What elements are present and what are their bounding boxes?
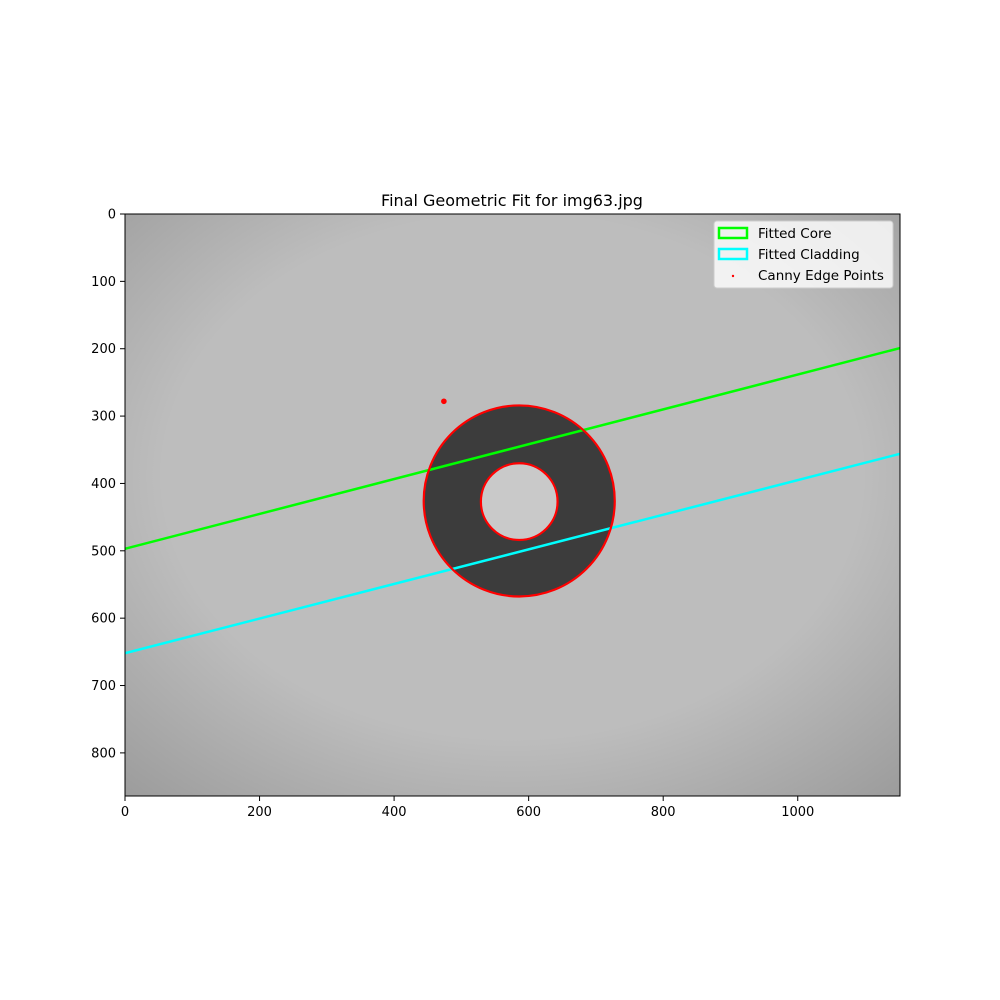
- y-tick-label: 400: [91, 477, 116, 492]
- legend-swatch: [731, 274, 735, 278]
- series-layer: [125, 346, 900, 655]
- y-axis: 0 100 200 300 400 500 600 700 800: [91, 208, 125, 761]
- x-tick-label: 1000: [781, 805, 814, 820]
- x-tick-label: 200: [247, 805, 272, 820]
- x-tick-label: 800: [651, 805, 676, 820]
- y-tick-label: 500: [91, 544, 116, 559]
- x-tick-label: 600: [516, 805, 541, 820]
- x-tick-label: 400: [382, 805, 407, 820]
- plot-area: [125, 214, 900, 796]
- x-axis: 0 200 400 600 800 1000: [121, 796, 814, 820]
- edge-ring-1: [479, 462, 559, 542]
- legend-swatch: [717, 226, 749, 240]
- edge-point: [441, 398, 447, 405]
- core-disc: [480, 463, 558, 540]
- y-tick-label: 100: [91, 275, 116, 290]
- legend-box: [713, 220, 894, 289]
- y-tick-label: 300: [91, 410, 116, 425]
- edge-ring-0: [422, 404, 616, 598]
- chart-title: Final Geometric Fit for img63.jpg: [381, 191, 643, 210]
- series-line-fitted-core: [125, 346, 900, 550]
- x-tick-label: 0: [121, 805, 129, 820]
- y-tick-label: 200: [91, 342, 116, 357]
- legend-swatch: [717, 247, 749, 261]
- legend-label: Fitted Cladding: [758, 247, 860, 263]
- y-tick-label: 800: [91, 746, 116, 761]
- y-tick-label: 600: [91, 612, 116, 627]
- y-tick-label: 700: [91, 679, 116, 694]
- series-line-fitted-cladding: [125, 452, 900, 655]
- legend: Fitted Core Fitted Cladding Canny Edge Poi…: [713, 220, 894, 289]
- plot-frame: [124, 213, 901, 797]
- y-tick-label: 0: [108, 208, 116, 223]
- legend-label: Canny Edge Points: [758, 268, 884, 284]
- legend-label: Fitted Core: [758, 226, 832, 242]
